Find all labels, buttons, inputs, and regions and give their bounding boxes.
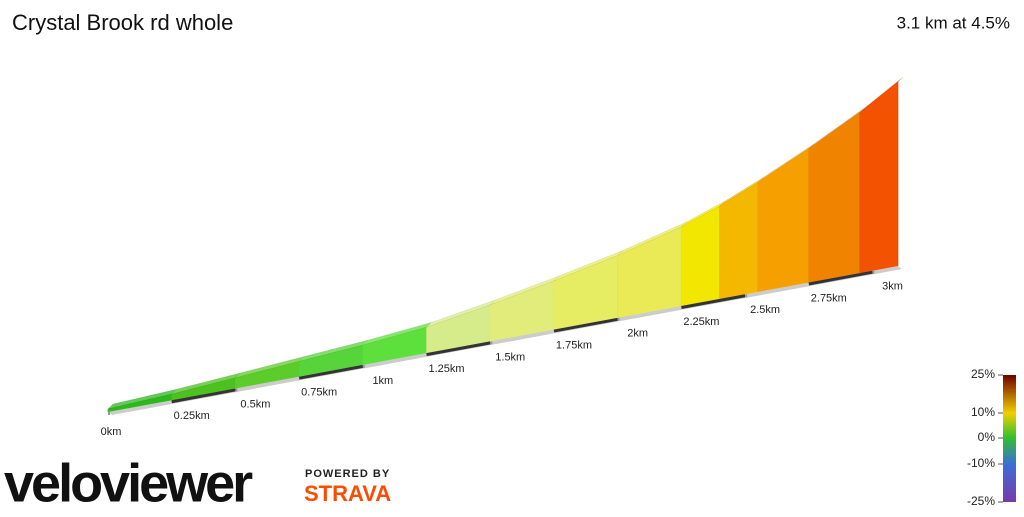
segment	[859, 81, 899, 274]
x-tick-label: 1km	[372, 375, 393, 387]
tick-band	[171, 388, 236, 404]
x-tick-label: 2.25km	[683, 316, 719, 328]
x-tick-label: 1.25km	[429, 363, 465, 375]
x-tick-label: 2.75km	[811, 292, 847, 304]
tick-band	[553, 317, 618, 333]
x-tick-label: 2.5km	[750, 304, 780, 316]
segment	[681, 205, 720, 307]
segment-top	[859, 76, 904, 113]
colorbar-label: 25%	[971, 367, 995, 381]
x-tick-label: 2km	[627, 328, 648, 340]
colorbar	[1003, 375, 1016, 502]
strava: STRAVA	[304, 481, 391, 506]
logo: veloviewer	[4, 453, 253, 512]
tick-band	[298, 364, 364, 380]
powered-by: POWERED BY	[305, 468, 390, 480]
summary: 3.1 km at 4.5%	[897, 13, 1010, 32]
x-tick-label: 3km	[882, 281, 903, 293]
tick-band	[681, 294, 746, 310]
x-tick-label: 0.25km	[174, 410, 210, 422]
chart-title: Crystal Brook rd whole	[12, 10, 233, 35]
segment	[808, 112, 861, 283]
segment	[719, 182, 759, 300]
colorbar-label: 10%	[971, 405, 995, 419]
colorbar-label: 0%	[978, 430, 996, 444]
x-tick-label: 1.5km	[495, 351, 525, 363]
x-tick-label: 0km	[101, 426, 122, 438]
tick-band	[808, 270, 873, 286]
x-tick-label: 1.75km	[556, 339, 592, 351]
colorbar-label: -25%	[967, 494, 995, 508]
segment	[757, 148, 810, 293]
colorbar-label: -10%	[967, 456, 995, 470]
x-tick-label: 0.5km	[240, 398, 270, 410]
tick-band	[426, 341, 491, 357]
x-tick-label: 0.75km	[301, 387, 337, 399]
